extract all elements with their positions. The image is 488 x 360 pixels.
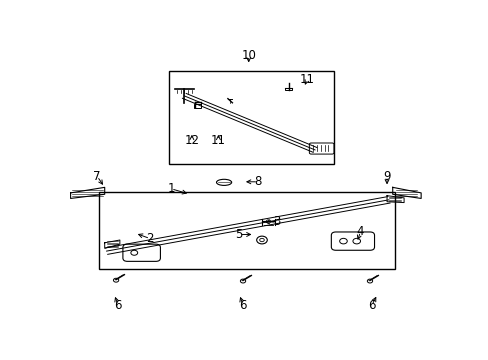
- Text: 6: 6: [114, 299, 122, 312]
- Bar: [194, 104, 201, 108]
- Text: 6: 6: [367, 299, 375, 312]
- Text: 3: 3: [273, 216, 280, 229]
- Bar: [285, 87, 291, 90]
- Text: 12: 12: [184, 134, 199, 147]
- Text: 11: 11: [299, 73, 314, 86]
- Bar: [99, 192, 394, 269]
- Text: 9: 9: [383, 170, 390, 183]
- Text: 4: 4: [356, 225, 364, 238]
- Text: 10: 10: [241, 49, 256, 62]
- Text: 6: 6: [239, 299, 246, 312]
- Text: 5: 5: [235, 228, 243, 241]
- Text: 7: 7: [93, 170, 101, 183]
- Bar: [169, 71, 333, 164]
- Text: 1: 1: [167, 182, 174, 195]
- Text: 2: 2: [146, 232, 154, 245]
- Text: 11: 11: [210, 134, 225, 147]
- Text: 8: 8: [254, 175, 262, 188]
